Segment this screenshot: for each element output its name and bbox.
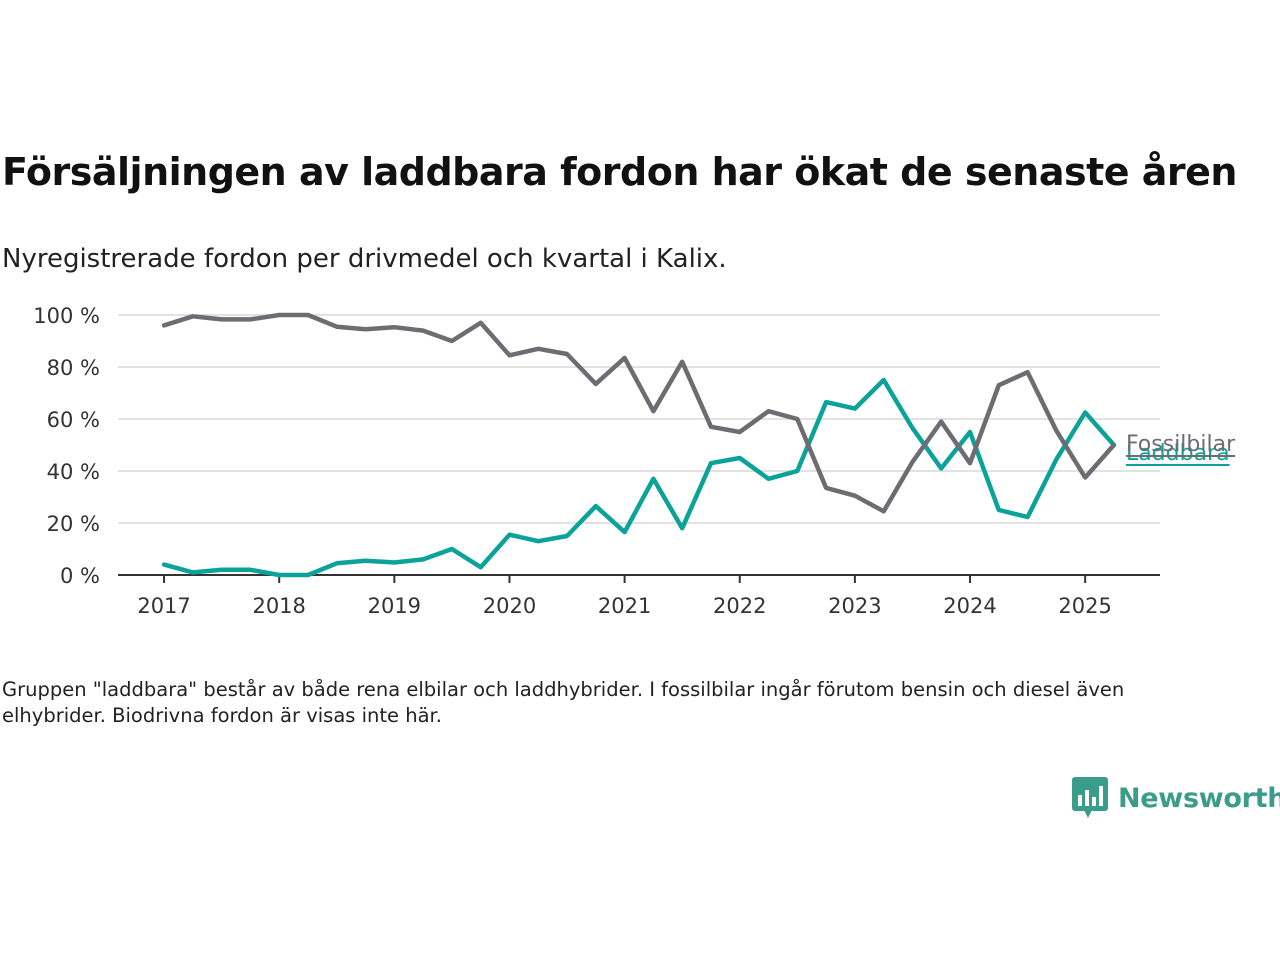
x-tick-label: 2021	[598, 594, 651, 618]
x-tick-label: 2018	[252, 594, 305, 618]
series-label-laddbara: Laddbara	[1126, 441, 1230, 466]
chart-title: Försäljningen av laddbara fordon har öka…	[2, 150, 1237, 194]
series-line-fossilbilar	[161, 312, 1117, 514]
y-tick-label: 0 %	[60, 564, 100, 588]
y-axis-ticks: 0 % 20 % 40 % 60 % 80 % 100 %	[33, 304, 100, 588]
y-tick-label: 60 %	[47, 408, 100, 432]
footnote: Gruppen "laddbara" består av både rena e…	[2, 678, 1125, 727]
gridlines	[118, 314, 1160, 576]
x-tick-label: 2024	[943, 594, 996, 618]
x-tick-label: 2020	[483, 594, 536, 618]
x-tick-label: 2019	[368, 594, 421, 618]
brand-name: Newsworthy	[1118, 782, 1280, 814]
y-tick-label: 80 %	[47, 356, 100, 380]
chart-subtitle: Nyregistrerade fordon per drivmedel och …	[2, 244, 727, 274]
newsworthy-brand[interactable]: Newsworthy	[1072, 776, 1280, 820]
x-tick-label: 2023	[828, 594, 881, 618]
x-tick-label: 2017	[137, 594, 190, 618]
newsworthy-logo-icon	[1072, 777, 1108, 819]
series-label-fossilbilar: Fossilbilar	[1126, 432, 1236, 457]
series-line-laddbara	[161, 377, 1117, 578]
x-tick-label: 2025	[1058, 594, 1111, 618]
line-chart: 0 % 20 % 40 % 60 % 80 % 100 % 2017 2018 2019 202…	[33, 304, 1236, 618]
x-axis-ticks: 2017 2018 2019 2020 2021 2022 2023 2024 2025	[137, 575, 1112, 618]
y-tick-label: 20 %	[47, 512, 100, 536]
x-tick-label: 2022	[713, 594, 766, 618]
y-tick-label: 40 %	[47, 460, 100, 484]
y-tick-label: 100 %	[33, 304, 100, 328]
series-lines	[161, 312, 1117, 578]
